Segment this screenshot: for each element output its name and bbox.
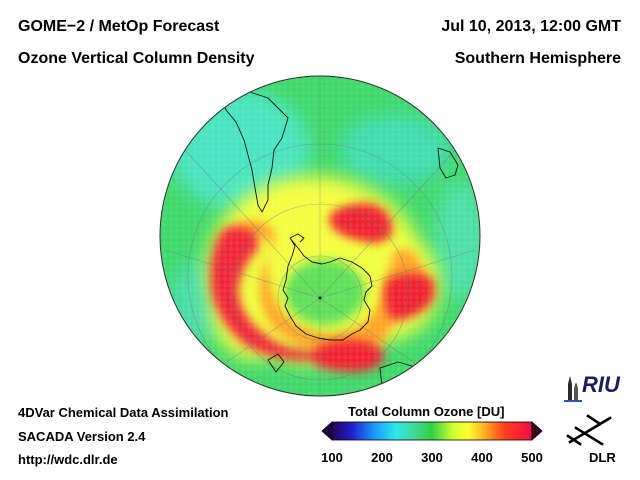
dlr-logo-text: DLR bbox=[589, 450, 616, 465]
map-title: GOME−2 / MetOp Forecast bbox=[18, 18, 220, 35]
colorbar-tick-300: 300 bbox=[421, 450, 443, 465]
map-subtitle: Ozone Vertical Column Density bbox=[18, 50, 255, 67]
footer-version: SACADA Version 2.4 bbox=[18, 429, 146, 444]
footer-method: 4DVar Chemical Data Assimilation bbox=[18, 405, 229, 420]
globe-outline bbox=[159, 75, 481, 397]
new-zealand-coast bbox=[267, 353, 285, 373]
forecast-date: Jul 10, 2013, 12:00 GMT bbox=[441, 18, 621, 35]
ozone-globe-map bbox=[159, 75, 481, 397]
colorbar-min-arrow bbox=[321, 421, 333, 441]
riu-logo-icon bbox=[564, 376, 582, 402]
south-america-coast bbox=[221, 91, 289, 213]
footer-url[interactable]: http://wdc.dlr.de bbox=[18, 452, 118, 467]
colorbar-title: Total Column Ozone [DU] bbox=[348, 404, 505, 419]
colorbar-tick-200: 200 bbox=[371, 450, 393, 465]
hemisphere-label: Southern Hemisphere bbox=[454, 50, 621, 67]
riu-logo-text: RIU bbox=[582, 372, 620, 397]
south-pole-marker bbox=[318, 296, 322, 300]
dlr-logo-icon bbox=[566, 414, 612, 446]
colorbar-tick-400: 400 bbox=[471, 450, 493, 465]
colorbar-tick-100: 100 bbox=[321, 450, 343, 465]
africa-coast bbox=[437, 147, 459, 179]
ozone-field bbox=[160, 76, 480, 396]
antarctica-coast bbox=[282, 237, 373, 341]
graticule bbox=[164, 76, 476, 396]
colorbar-max-arrow bbox=[531, 421, 543, 441]
colorbar-tick-500: 500 bbox=[521, 450, 543, 465]
colorbar bbox=[321, 421, 543, 441]
colorbar-gradient bbox=[331, 421, 533, 441]
antarctic-peninsula-tip bbox=[289, 233, 305, 243]
